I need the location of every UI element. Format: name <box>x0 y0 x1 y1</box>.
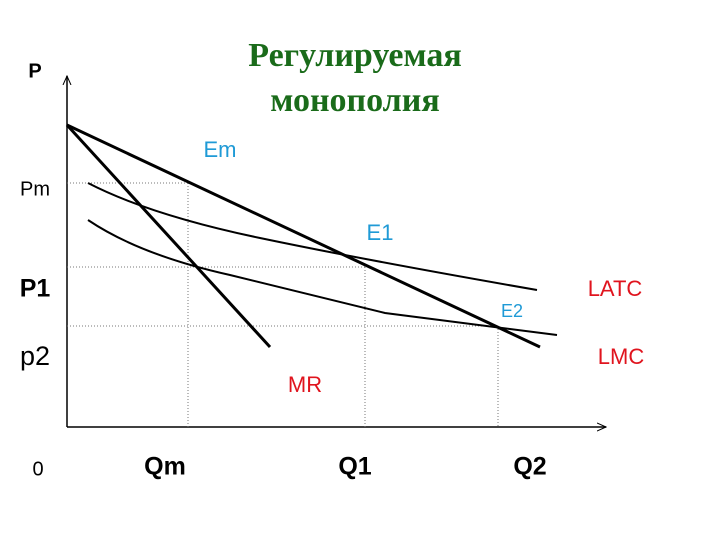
title-line: монополия <box>270 82 440 119</box>
demand-curve <box>66 123 541 349</box>
point-label: E2 <box>501 301 523 321</box>
quantity-label: Qm <box>144 453 186 481</box>
point-label: Em <box>204 137 237 162</box>
quantity-label: Q1 <box>338 453 371 481</box>
price-label: p2 <box>20 341 50 371</box>
curve-label: MR <box>288 372 322 397</box>
y-axis-label: P <box>28 60 41 82</box>
latc-curve <box>87 182 538 291</box>
price-label: Pm <box>20 178 50 200</box>
point-label: E1 <box>367 220 394 245</box>
title-line: Регулируемая <box>248 37 462 74</box>
origin-label: 0 <box>32 458 43 480</box>
price-label: P1 <box>20 275 51 303</box>
quantity-label: Q2 <box>513 453 546 481</box>
lmc-curve <box>87 219 558 336</box>
curve-label: LMC <box>598 344 645 369</box>
mr-curve <box>65 123 272 349</box>
curve-label: LATC <box>588 276 643 301</box>
